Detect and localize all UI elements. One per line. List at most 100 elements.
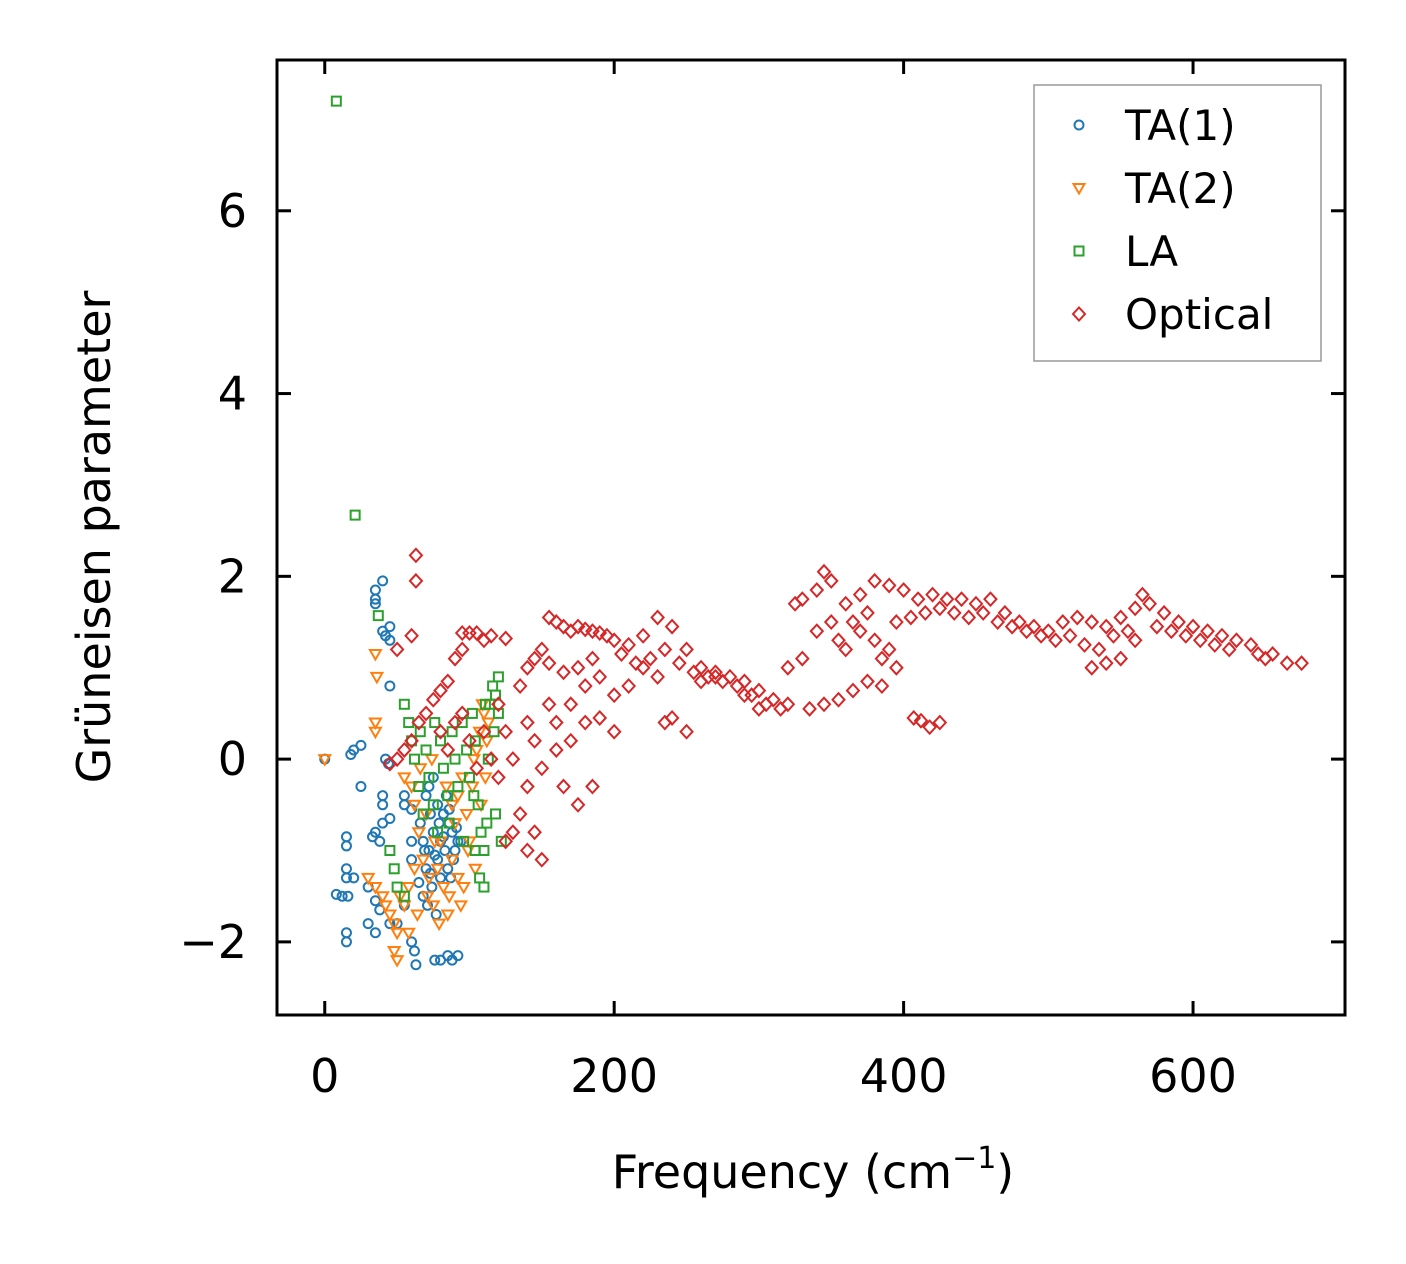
data-point-27 [440, 909, 455, 922]
data-point-41 [456, 882, 471, 895]
data-point-25 [463, 771, 475, 783]
data-point-192 [831, 632, 846, 649]
x-axis-title-end: ) [996, 1145, 1014, 1199]
data-point-185 [621, 678, 637, 694]
data-point-26 [436, 882, 451, 895]
data-point-109 [498, 833, 514, 850]
data-point-59 [997, 604, 1013, 621]
data-point-29 [475, 826, 487, 838]
data-point-171 [483, 751, 499, 768]
data-point-41 [469, 845, 481, 857]
data-point-42 [453, 900, 469, 913]
data-point-71 [1156, 604, 1172, 621]
data-point-58 [983, 591, 998, 608]
legend-box [1033, 84, 1322, 362]
data-point-198 [1084, 659, 1100, 676]
data-point-55 [481, 717, 496, 731]
data-point-137 [758, 696, 774, 713]
data-point-16 [411, 714, 427, 731]
legend-marker [1071, 306, 1087, 322]
data-point-4 [388, 863, 400, 875]
data-point-184 [606, 687, 622, 704]
data-point-196 [1113, 650, 1129, 667]
data-point-110 [519, 842, 535, 859]
data-point-64 [1069, 609, 1085, 626]
data-point-17 [435, 735, 447, 747]
data-point-142 [932, 600, 948, 617]
data-point-38 [495, 835, 507, 847]
data-point-75 [1214, 627, 1230, 644]
data-point-9 [342, 890, 354, 902]
data-point-77 [1243, 636, 1259, 653]
data-point-19 [411, 827, 427, 840]
data-point-28 [592, 625, 608, 641]
data-point-127 [614, 646, 629, 662]
legend-entry: TA(2) [1071, 164, 1236, 213]
data-point-161 [1221, 641, 1237, 658]
data-point-120 [519, 659, 535, 676]
data-point-8 [378, 900, 393, 913]
series-la [330, 95, 507, 902]
data-point-126 [585, 650, 600, 667]
x-tick-label: 600 [1149, 1049, 1237, 1103]
data-point-130 [657, 641, 673, 658]
data-point-48 [407, 863, 422, 877]
data-point-150 [1048, 632, 1063, 649]
data-point-50 [439, 781, 454, 795]
x-axis-title-superscript: −1 [952, 1141, 996, 1176]
data-point-1 [349, 509, 361, 521]
data-point-35 [679, 641, 694, 658]
data-point-151 [1062, 627, 1078, 644]
data-point-33 [462, 836, 477, 849]
data-point-160 [1207, 636, 1223, 653]
data-point-179 [541, 696, 557, 713]
series-ta-2- [317, 649, 496, 968]
data-point-32 [635, 627, 651, 644]
data-point-40 [468, 863, 483, 877]
data-point-31 [384, 634, 396, 646]
data-point-22 [421, 872, 437, 886]
data-point-187 [650, 668, 665, 685]
data-point-1 [408, 572, 424, 589]
data-point-146 [990, 614, 1006, 631]
data-point-58 [431, 918, 447, 932]
data-point-174 [447, 714, 463, 731]
data-point-13 [389, 955, 405, 968]
data-point-3 [384, 845, 396, 857]
data-point-24 [430, 863, 445, 877]
data-point-170 [476, 723, 492, 740]
data-point-165 [881, 641, 897, 658]
data-point-45 [413, 763, 428, 776]
data-point-31 [481, 817, 493, 829]
data-point-129 [643, 650, 658, 667]
data-point-2 [372, 610, 384, 622]
data-point-10 [336, 890, 348, 902]
data-point-107 [512, 805, 528, 822]
x-tick-label: 200 [570, 1049, 658, 1103]
data-point-97 [664, 710, 680, 726]
data-point-42 [458, 835, 470, 847]
data-point-23 [556, 618, 571, 635]
data-point-9 [498, 630, 514, 647]
data-point-66 [1098, 618, 1114, 635]
data-point-193 [845, 614, 861, 631]
data-point-113 [556, 778, 571, 795]
data-point-90 [845, 682, 861, 699]
data-point-86 [932, 714, 948, 731]
data-point-180 [548, 714, 564, 731]
data-point-92 [874, 678, 890, 694]
data-point-48 [838, 595, 854, 612]
data-point-51 [881, 577, 897, 594]
data-point-3 [389, 641, 405, 658]
data-point-173 [454, 705, 470, 722]
data-point-2 [369, 671, 385, 685]
data-point-80 [1265, 646, 1281, 662]
data-point-186 [635, 659, 651, 676]
data-point-8 [348, 872, 360, 884]
data-point-11 [413, 781, 425, 793]
legend-entries: TA(1) TA(2) LA Optical [1071, 101, 1273, 339]
data-point-22 [548, 614, 564, 631]
data-point-23 [426, 900, 441, 913]
data-point-36 [362, 918, 374, 930]
data-point-1 [368, 649, 383, 662]
